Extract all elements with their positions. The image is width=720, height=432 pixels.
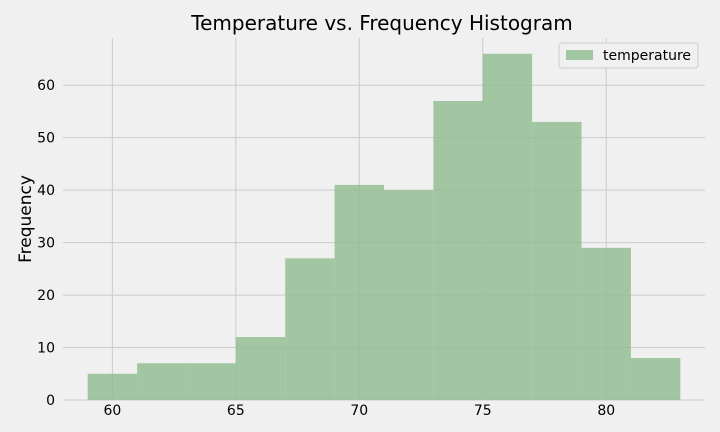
legend-swatch — [566, 50, 593, 60]
x-tick-label: 65 — [227, 403, 245, 419]
y-tick-labels: 0 10 20 30 40 50 60 — [37, 78, 55, 409]
histogram-bar — [186, 363, 236, 400]
y-tick-label: 30 — [37, 236, 55, 252]
y-tick-label: 0 — [46, 393, 55, 409]
legend-box — [558, 42, 699, 69]
x-tick-label: 60 — [103, 403, 121, 419]
histogram-bar — [334, 184, 384, 400]
histogram-bar — [433, 100, 483, 401]
chart-title: Temperature vs. Frequency Histogram — [190, 11, 572, 35]
x-tick-label: 80 — [597, 403, 615, 419]
histogram-bar — [87, 373, 138, 400]
histogram-bar — [630, 358, 681, 400]
y-axis-label: Frequency — [16, 175, 36, 263]
y-tick-label: 10 — [37, 341, 55, 357]
legend-label: temperature — [603, 48, 691, 64]
histogram-bars — [87, 53, 681, 401]
histogram-bar — [581, 247, 631, 400]
x-tick-label: 75 — [474, 403, 492, 419]
histogram-bar — [482, 53, 533, 400]
x-tick-label: 70 — [350, 403, 368, 419]
histogram-bar — [235, 337, 286, 400]
legend: temperature — [558, 42, 699, 69]
y-tick-label: 40 — [37, 183, 55, 199]
histogram-bar — [137, 363, 187, 400]
x-tick-labels: 60 65 70 75 80 — [103, 403, 615, 419]
histogram-bar — [285, 258, 335, 400]
y-tick-label: 50 — [37, 131, 55, 147]
y-tick-label: 20 — [37, 288, 55, 304]
histogram-bar — [532, 121, 582, 401]
y-tick-label: 60 — [37, 78, 55, 94]
histogram-bar — [384, 190, 434, 400]
